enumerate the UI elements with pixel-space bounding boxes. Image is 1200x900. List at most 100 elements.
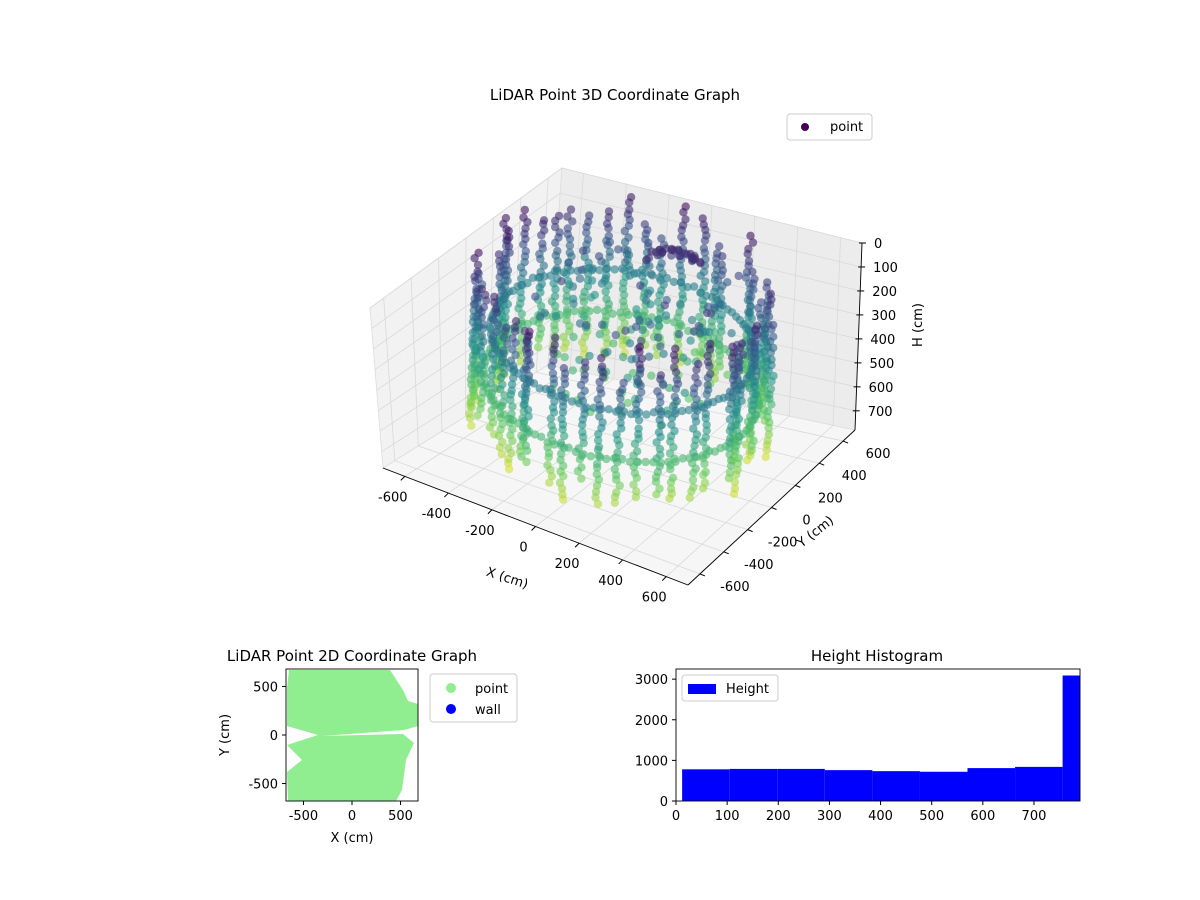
data-point-3d — [695, 312, 704, 322]
data-point-3d — [616, 308, 625, 317]
data-point-3d — [763, 436, 772, 446]
data-point-3d — [646, 320, 655, 329]
data-point-3d — [519, 213, 528, 222]
x-tick-label-hist: 0 — [672, 809, 680, 824]
data-point-3d — [549, 356, 558, 365]
data-point-3d — [465, 409, 474, 418]
data-point-3d — [569, 332, 578, 342]
data-point-3d — [507, 409, 516, 418]
y-tick-label-hist: 3000 — [635, 673, 668, 688]
data-point-3d — [563, 212, 572, 221]
data-point-3d — [716, 300, 725, 309]
data-point-3d — [565, 241, 575, 250]
data-point-3d — [604, 405, 613, 414]
x-tick-3d — [574, 542, 580, 548]
data-point-3d — [550, 320, 559, 330]
data-point-3d — [569, 299, 578, 308]
y-tick-label-3d: -400 — [744, 558, 774, 573]
data-point-3d — [726, 456, 736, 465]
data-point-3d — [634, 394, 643, 404]
data-point-3d — [523, 405, 533, 414]
data-point-3d — [679, 353, 688, 362]
data-point-3d — [497, 286, 506, 295]
data-point-3d — [585, 211, 594, 220]
legend-3d: point — [786, 113, 873, 141]
data-point-3d — [637, 388, 646, 397]
point-cloud — [465, 193, 778, 509]
data-point-3d — [504, 443, 513, 452]
z-tick-label-3d: 0 — [874, 237, 882, 252]
data-point-3d — [522, 457, 531, 467]
data-point-3d — [616, 394, 625, 403]
data-point-3d — [595, 400, 604, 410]
grid-line-x — [665, 237, 841, 577]
chart-3d: LiDAR Point 3D Coordinate Graph -600 -400… — [369, 86, 926, 606]
data-point-3d — [479, 303, 488, 312]
data-point-3d — [733, 465, 742, 475]
data-point-3d — [621, 258, 630, 267]
data-point-3d — [631, 322, 641, 331]
data-point-3d — [675, 307, 684, 317]
y-tick-3d — [842, 440, 849, 444]
data-point-3d — [578, 246, 588, 255]
data-point-3d — [764, 430, 774, 439]
data-point-3d — [499, 397, 508, 407]
data-point-3d — [506, 356, 516, 365]
data-point-3d — [642, 410, 651, 419]
data-point-3d — [637, 354, 646, 363]
data-point-3d — [769, 371, 778, 381]
data-point-3d — [752, 366, 761, 376]
data-point-3d — [641, 457, 650, 467]
data-point-3d — [659, 349, 668, 359]
data-point-3d — [584, 258, 593, 267]
data-point-3d — [701, 277, 710, 286]
data-point-3d — [675, 261, 684, 270]
legend-3d-frame — [786, 113, 873, 141]
data-point-3d — [615, 481, 624, 490]
y-tick-label-3d: -200 — [768, 536, 798, 551]
data-point-3d — [687, 315, 697, 325]
data-point-3d — [684, 406, 694, 415]
data-point-3d — [551, 222, 560, 232]
legend-2d-marker-point — [446, 683, 456, 693]
data-point-3d — [701, 467, 710, 477]
data-point-3d — [654, 404, 663, 414]
x-tick-label-hist: 500 — [919, 809, 944, 824]
data-point-3d — [602, 294, 611, 304]
grid-line-x — [622, 226, 799, 561]
data-point-3d — [544, 449, 554, 458]
data-point-3d — [699, 267, 709, 277]
data-point-3d — [653, 387, 662, 396]
data-point-3d — [580, 358, 590, 367]
data-point-3d — [761, 452, 770, 462]
data-point-3d — [701, 433, 710, 442]
data-point-3d — [714, 334, 724, 343]
data-point-3d — [546, 414, 555, 423]
data-point-3d — [558, 408, 568, 417]
data-point-3d — [490, 344, 500, 353]
data-point-3d — [574, 444, 583, 453]
data-point-3d — [487, 412, 496, 422]
data-point-3d — [656, 371, 666, 380]
data-point-3d — [473, 260, 483, 270]
data-point-3d — [502, 323, 511, 332]
data-point-3d — [737, 396, 746, 406]
data-point-3d — [467, 421, 476, 430]
data-point-3d — [536, 324, 546, 333]
data-point-3d — [763, 278, 772, 287]
y-tick-label-3d: 400 — [842, 469, 867, 484]
data-point-3d — [723, 278, 732, 287]
x-tick-label-3d: 600 — [642, 591, 667, 606]
data-point-3d — [737, 380, 746, 389]
data-point-3d — [585, 351, 594, 361]
data-point-3d — [671, 409, 680, 418]
data-point-3d — [523, 343, 532, 353]
data-point-3d — [536, 267, 545, 277]
data-point-3d — [683, 282, 692, 292]
data-point-3d — [566, 266, 575, 275]
data-point-3d — [734, 432, 744, 441]
data-point-3d — [568, 282, 578, 291]
data-point-3d — [619, 278, 628, 287]
data-point-3d — [703, 380, 712, 390]
data-point-3d — [689, 327, 698, 336]
